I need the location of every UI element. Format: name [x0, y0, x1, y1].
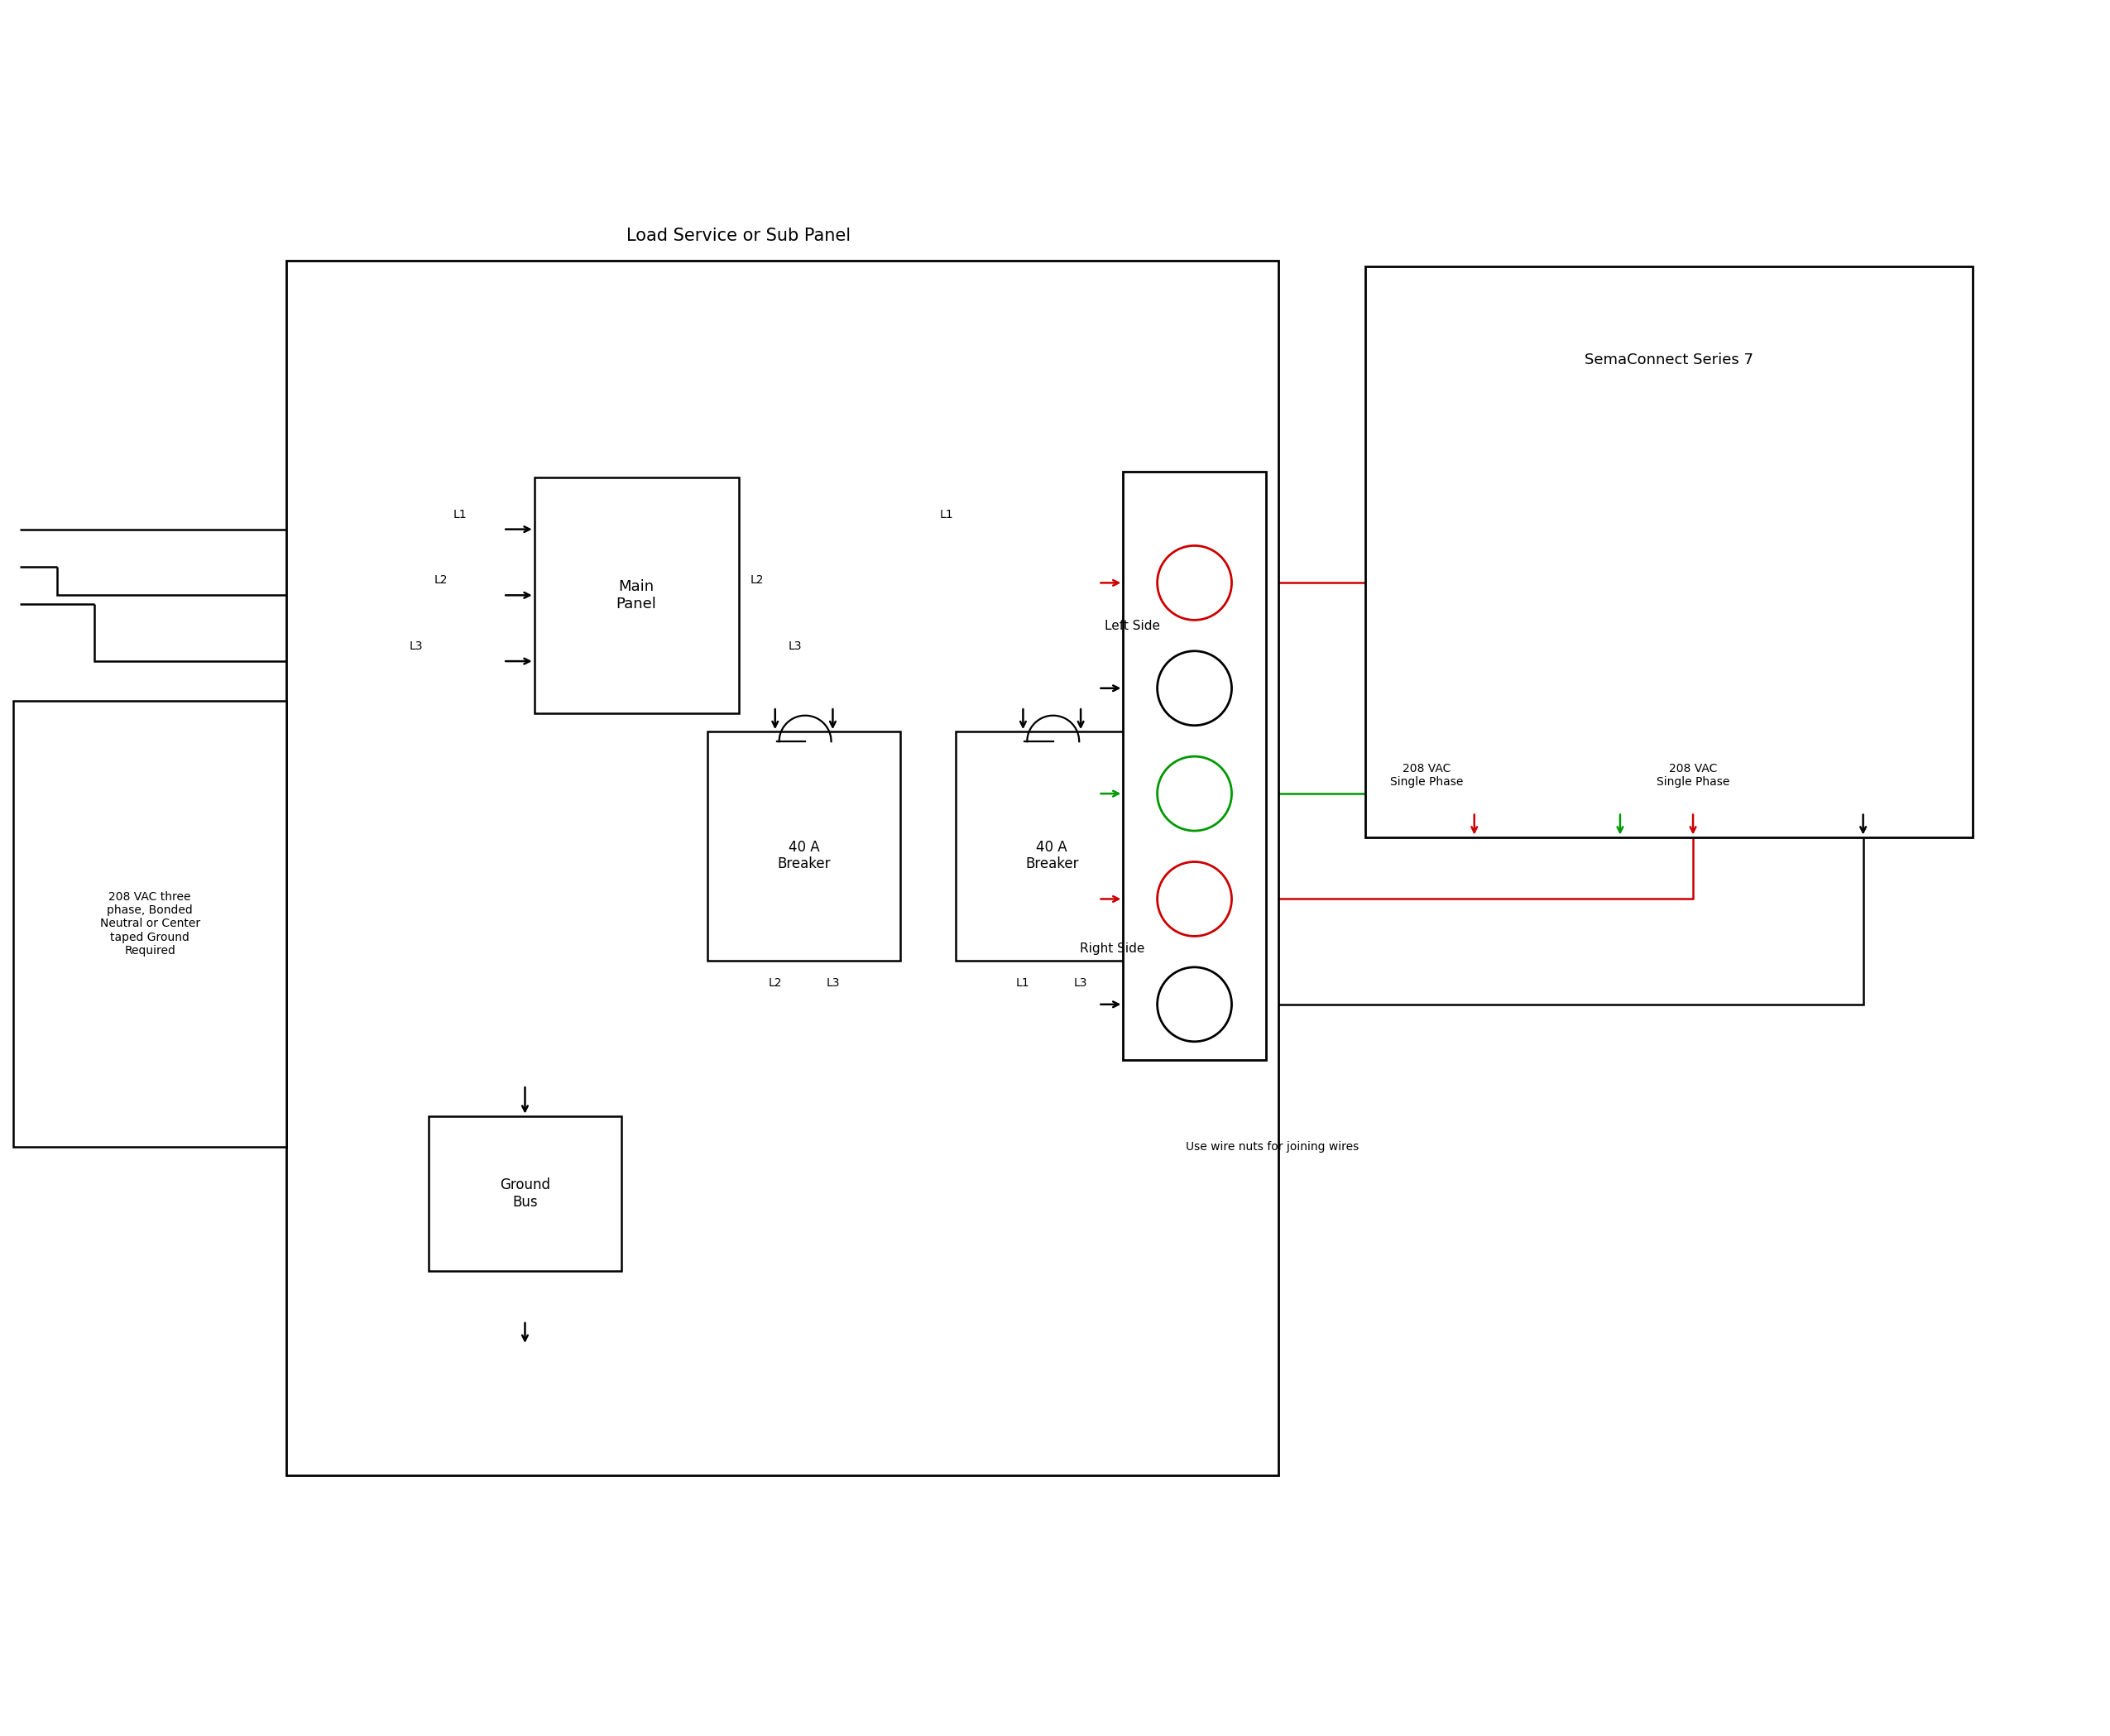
Circle shape: [1156, 651, 1232, 726]
Text: 208 VAC three
phase, Bonded
Neutral or Center
taped Ground
Required: 208 VAC three phase, Bonded Neutral or C…: [99, 891, 200, 957]
Circle shape: [1156, 545, 1232, 620]
Circle shape: [1156, 967, 1232, 1042]
Text: Right Side: Right Side: [1080, 943, 1144, 955]
Text: 40 A
Breaker: 40 A Breaker: [1025, 840, 1078, 871]
Text: L2: L2: [435, 575, 447, 587]
Text: Load Service or Sub Panel: Load Service or Sub Panel: [627, 227, 850, 245]
Text: L1: L1: [939, 509, 954, 521]
Text: L3: L3: [409, 641, 424, 653]
Circle shape: [1156, 861, 1232, 936]
Text: L3: L3: [789, 641, 802, 653]
Text: SemaConnect Series 7: SemaConnect Series 7: [1585, 352, 1753, 366]
Bar: [534, 477, 738, 713]
Bar: [956, 731, 1148, 962]
Text: L1: L1: [454, 509, 466, 521]
Text: 208 VAC
Single Phase: 208 VAC Single Phase: [1656, 762, 1730, 788]
Circle shape: [1156, 757, 1232, 832]
Text: L3: L3: [1074, 977, 1087, 990]
Bar: [428, 1116, 620, 1271]
Text: 40 A
Breaker: 40 A Breaker: [776, 840, 831, 871]
Text: Ground
Bus: Ground Bus: [500, 1177, 551, 1210]
Text: L2: L2: [768, 977, 783, 990]
Text: L3: L3: [825, 977, 840, 990]
Bar: [13, 701, 287, 1147]
Bar: [707, 731, 901, 962]
Bar: [287, 260, 1279, 1476]
Bar: [1365, 267, 1973, 837]
Text: Main
Panel: Main Panel: [616, 580, 656, 611]
Text: Left Side: Left Side: [1106, 620, 1160, 632]
Text: L2: L2: [751, 575, 764, 587]
Bar: [1123, 470, 1266, 1061]
Text: Use wire nuts for joining wires: Use wire nuts for joining wires: [1186, 1141, 1359, 1153]
Text: 208 VAC
Single Phase: 208 VAC Single Phase: [1390, 762, 1464, 788]
Text: L1: L1: [1017, 977, 1030, 990]
